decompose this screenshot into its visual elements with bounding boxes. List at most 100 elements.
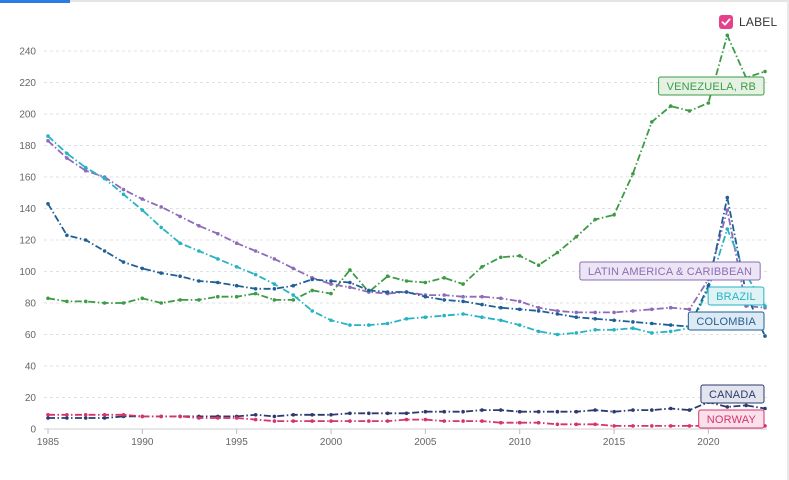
data-point[interactable] [234,241,239,245]
data-point[interactable] [234,283,239,288]
series-line-latin-america-caribbean[interactable] [47,140,766,314]
data-point[interactable] [348,323,352,327]
data-point[interactable] [197,224,201,228]
data-point[interactable] [442,293,447,297]
data-point[interactable] [253,249,258,253]
data-point[interactable] [631,424,635,428]
data-point[interactable] [140,197,145,201]
data-point[interactable] [442,298,447,302]
data-point[interactable] [140,266,145,271]
data-point[interactable] [65,233,69,238]
data-point[interactable] [499,305,503,310]
data-point[interactable] [536,409,541,414]
data-point[interactable] [291,283,296,288]
data-point[interactable] [159,301,163,305]
data-point[interactable] [650,424,654,428]
data-point[interactable] [83,299,88,304]
series-norway[interactable] [46,413,767,428]
data-point[interactable] [574,409,579,414]
data-point[interactable] [310,288,315,293]
data-point[interactable] [499,255,503,260]
data-point[interactable] [291,413,296,417]
data-point[interactable] [612,409,616,414]
data-point[interactable] [46,416,50,420]
data-point[interactable] [536,263,541,268]
data-point[interactable] [121,260,126,264]
data-point[interactable] [536,329,541,334]
data-point[interactable] [404,290,409,294]
data-point[interactable] [612,213,616,217]
data-point[interactable] [725,227,730,231]
data-point[interactable] [461,312,465,316]
data-point[interactable] [102,176,107,181]
data-point[interactable] [423,409,428,414]
data-point[interactable] [197,298,201,302]
data-point[interactable] [197,279,201,283]
data-point[interactable] [83,168,88,173]
series-line-brazil[interactable] [47,135,766,336]
data-point[interactable] [423,417,428,422]
data-point[interactable] [593,317,597,321]
data-point[interactable] [442,313,447,318]
data-point[interactable] [574,422,579,427]
data-point[interactable] [310,413,315,417]
data-point[interactable] [291,293,296,297]
data-point[interactable] [272,298,277,302]
data-point[interactable] [83,238,88,242]
data-point[interactable] [348,285,352,290]
data-point[interactable] [668,104,673,108]
data-point[interactable] [234,294,239,299]
data-point[interactable] [329,413,333,417]
data-point[interactable] [367,411,371,416]
data-point[interactable] [348,280,352,285]
data-point[interactable] [631,309,635,313]
data-point[interactable] [178,241,182,245]
data-point[interactable] [631,408,635,412]
data-point[interactable] [517,409,522,414]
series-latin-america-caribbean[interactable] [46,139,767,315]
data-point[interactable] [687,109,692,113]
data-point[interactable] [763,334,767,338]
data-point[interactable] [461,299,465,304]
data-point[interactable] [480,419,484,423]
data-point[interactable] [46,202,50,206]
data-point[interactable] [216,257,220,261]
data-point[interactable] [687,307,692,312]
data-point[interactable] [102,249,107,253]
data-point[interactable] [46,139,50,143]
data-point[interactable] [517,307,522,312]
data-point[interactable] [253,413,258,417]
data-point[interactable] [83,416,88,420]
data-point[interactable] [517,323,522,327]
data-point[interactable] [461,409,465,414]
data-point[interactable] [517,254,522,258]
data-point[interactable] [555,422,560,427]
data-point[interactable] [423,280,428,285]
data-point[interactable] [159,225,163,230]
data-point[interactable] [253,272,258,277]
data-point[interactable] [329,282,333,286]
data-point[interactable] [121,187,126,192]
data-point[interactable] [763,304,767,308]
data-point[interactable] [574,235,579,239]
data-point[interactable] [574,315,579,320]
data-point[interactable] [216,416,220,420]
data-point[interactable] [725,33,730,38]
data-point[interactable] [499,296,503,301]
data-point[interactable] [517,420,522,425]
data-point[interactable] [725,208,730,212]
data-point[interactable] [631,326,635,331]
data-point[interactable] [706,101,711,105]
data-point[interactable] [668,323,673,327]
data-point[interactable] [83,165,88,170]
data-point[interactable] [329,318,333,323]
data-point[interactable] [102,413,107,417]
data-point[interactable] [385,290,390,294]
data-point[interactable] [593,217,597,222]
data-point[interactable] [385,274,390,279]
data-point[interactable] [593,408,597,412]
data-point[interactable] [744,403,748,408]
data-point[interactable] [348,419,352,423]
data-point[interactable] [367,323,371,327]
data-point[interactable] [121,413,126,417]
